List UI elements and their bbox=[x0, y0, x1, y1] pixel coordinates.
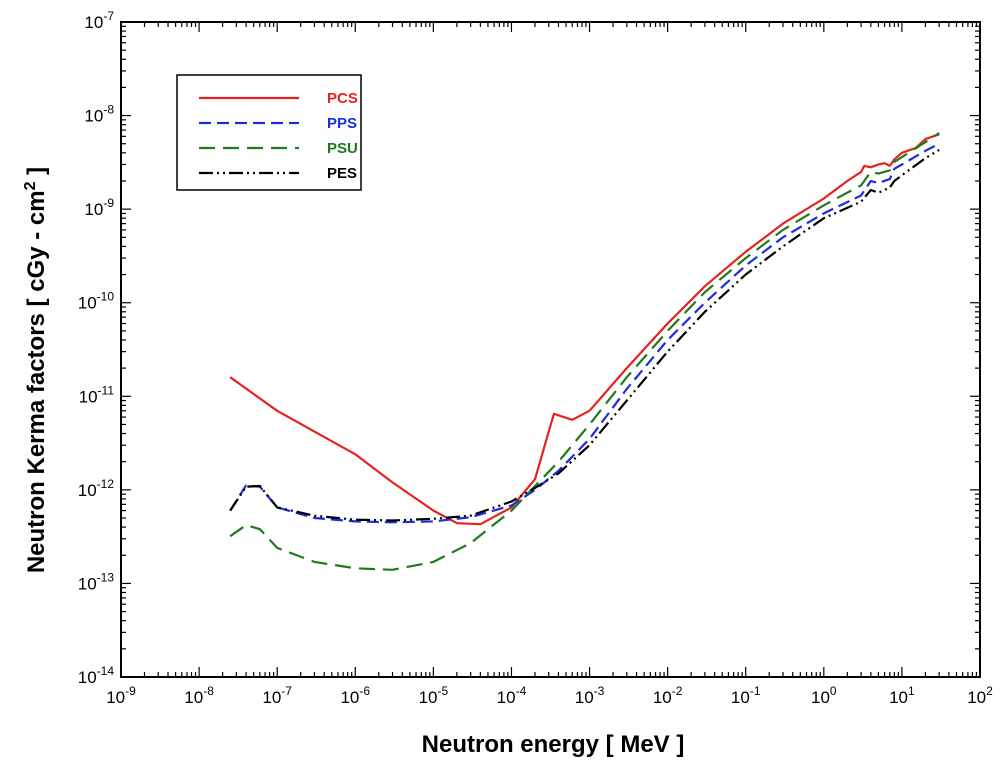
y-tick-exponent: -14 bbox=[97, 664, 115, 678]
y-axis-title-close: ] bbox=[23, 167, 50, 182]
x-tick-base: 10 bbox=[967, 688, 986, 707]
x-tick-exponent: 0 bbox=[830, 684, 837, 698]
y-tick-exponent: -11 bbox=[98, 383, 115, 397]
y-tick-label: 10-9 bbox=[84, 196, 114, 219]
x-tick-base: 10 bbox=[811, 688, 830, 707]
legend-label-pps: PPS bbox=[327, 115, 357, 132]
x-tick-exponent: -6 bbox=[359, 684, 370, 698]
y-axis-title-main: Neutron Kerma factors [ cGy - cm bbox=[23, 190, 50, 573]
legend-label-pes: PES bbox=[327, 165, 357, 182]
x-tick-base: 10 bbox=[419, 688, 438, 707]
axis-ticks bbox=[120, 21, 981, 678]
series-line-pes bbox=[229, 148, 940, 522]
x-tick-base: 10 bbox=[106, 688, 125, 707]
x-tick-label: 10-5 bbox=[419, 684, 449, 707]
x-tick-exponent: -2 bbox=[672, 684, 683, 698]
y-tick-exponent: -10 bbox=[97, 290, 115, 304]
y-tick-base: 10 bbox=[84, 13, 103, 32]
x-tick-base: 10 bbox=[575, 688, 594, 707]
x-tick-base: 10 bbox=[653, 688, 672, 707]
y-axis-title: Neutron Kerma factors [ cGy - cm2 ] bbox=[22, 167, 50, 573]
y-tick-base: 10 bbox=[78, 668, 97, 687]
x-tick-label: 100 bbox=[811, 684, 837, 707]
tick-labels: 10-9 10-8 10-7 10-6 10-5 10-4 10-3 10-2 10-1 100 1… bbox=[78, 9, 993, 707]
x-tick-base: 10 bbox=[340, 688, 359, 707]
y-tick-base: 10 bbox=[78, 574, 97, 593]
x-tick-exponent: -3 bbox=[594, 684, 605, 698]
y-tick-label: 10-14 bbox=[78, 664, 115, 687]
x-tick-exponent: -9 bbox=[125, 684, 136, 698]
y-tick-base: 10 bbox=[84, 107, 103, 126]
y-tick-exponent: -7 bbox=[103, 9, 114, 23]
plot-area bbox=[120, 21, 981, 678]
x-tick-exponent: -8 bbox=[203, 684, 214, 698]
x-tick-base: 10 bbox=[889, 688, 908, 707]
x-tick-label: 10-1 bbox=[731, 684, 761, 707]
x-tick-exponent: 2 bbox=[986, 684, 993, 698]
x-tick-label: 10-7 bbox=[262, 684, 292, 707]
x-tick-base: 10 bbox=[184, 688, 203, 707]
legend: PCS PPS PSU PES bbox=[176, 74, 362, 191]
x-tick-base: 10 bbox=[262, 688, 281, 707]
legend-label-psu: PSU bbox=[327, 140, 358, 157]
y-tick-label: 10-8 bbox=[84, 103, 114, 126]
y-tick-exponent: -8 bbox=[103, 103, 114, 117]
x-tick-label: 10-8 bbox=[184, 684, 214, 707]
x-tick-exponent: -7 bbox=[281, 684, 292, 698]
y-tick-label: 10-11 bbox=[79, 383, 115, 406]
y-axis-title-sup: 2 bbox=[22, 181, 39, 190]
x-tick-label: 10-2 bbox=[653, 684, 683, 707]
x-tick-label: 10-6 bbox=[340, 684, 370, 707]
y-tick-exponent: -9 bbox=[103, 196, 114, 210]
y-tick-label: 10-7 bbox=[84, 9, 114, 32]
y-tick-base: 10 bbox=[78, 294, 97, 313]
x-tick-label: 10-4 bbox=[497, 684, 527, 707]
y-tick-base: 10 bbox=[78, 481, 97, 500]
x-tick-exponent: -5 bbox=[437, 684, 448, 698]
legend-box bbox=[176, 74, 362, 191]
plot-frame bbox=[120, 21, 981, 678]
x-axis-title: Neutron energy [ MeV ] bbox=[422, 731, 685, 758]
series-line-pps bbox=[229, 142, 940, 524]
x-tick-base: 10 bbox=[731, 688, 750, 707]
x-tick-label: 101 bbox=[889, 684, 915, 707]
x-tick-exponent: -4 bbox=[516, 684, 527, 698]
legend-label-pcs: PCS bbox=[327, 90, 358, 107]
y-tick-base: 10 bbox=[84, 200, 103, 219]
series-lines bbox=[229, 132, 940, 571]
y-tick-exponent: -12 bbox=[97, 477, 115, 491]
x-tick-label: 10-3 bbox=[575, 684, 605, 707]
y-tick-base: 10 bbox=[79, 387, 98, 406]
x-tick-base: 10 bbox=[497, 688, 516, 707]
x-tick-exponent: 1 bbox=[908, 684, 915, 698]
x-tick-label: 10-9 bbox=[106, 684, 136, 707]
y-tick-label: 10-12 bbox=[78, 477, 115, 500]
y-tick-label: 10-10 bbox=[78, 290, 115, 313]
y-tick-exponent: -13 bbox=[97, 570, 115, 584]
series-line-pcs bbox=[229, 133, 940, 526]
x-tick-exponent: -1 bbox=[750, 684, 761, 698]
series-line-psu bbox=[229, 132, 940, 571]
x-tick-label: 102 bbox=[967, 684, 993, 707]
y-tick-label: 10-13 bbox=[78, 570, 115, 593]
